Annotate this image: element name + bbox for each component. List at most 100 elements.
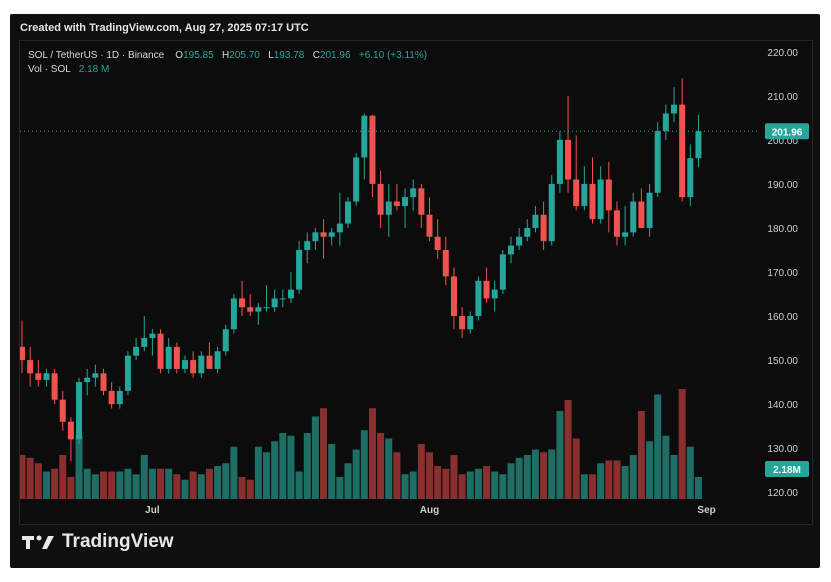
volume-bar xyxy=(597,463,605,499)
volume-bar xyxy=(646,441,654,499)
low-label: L xyxy=(268,50,274,61)
candle-body xyxy=(442,249,449,277)
candle-body xyxy=(450,276,457,317)
volume-bar xyxy=(165,468,173,499)
candle-body xyxy=(222,329,229,352)
volume-bar xyxy=(311,416,319,499)
volume-bar xyxy=(368,408,376,499)
candle-body xyxy=(548,183,555,242)
candle-body xyxy=(508,245,514,255)
candle-body xyxy=(589,183,596,220)
volume-bar xyxy=(116,471,124,499)
candle-body xyxy=(27,360,34,374)
volume-bar xyxy=(124,468,132,499)
volume-bar xyxy=(34,463,42,499)
volume-bar xyxy=(352,449,360,499)
candle-body xyxy=(108,390,115,405)
candle-body xyxy=(20,346,25,361)
volume-bar xyxy=(499,474,507,499)
volume-bar xyxy=(377,433,385,499)
volume-bar xyxy=(589,474,596,499)
volume-bar xyxy=(678,389,686,499)
volume-bar xyxy=(108,471,116,499)
x-tick-label: Aug xyxy=(420,505,439,516)
open-label: O xyxy=(175,50,184,61)
volume-bar xyxy=(409,471,417,499)
volume-label: Vol · SOL xyxy=(28,64,71,75)
candlestick-chart[interactable]: 220.00 210.00 200.00 190.00 180.00 170.00 160.… xyxy=(20,41,812,524)
candle-body xyxy=(328,232,335,237)
volume-badge-label: 2.18M xyxy=(773,465,801,476)
candle-layer xyxy=(20,78,702,462)
candle-body xyxy=(51,373,58,400)
volume-bar xyxy=(189,471,197,499)
tradingview-brand[interactable]: TradingView xyxy=(22,530,174,554)
candle-body xyxy=(35,373,42,380)
candle-body xyxy=(247,307,254,312)
high-value: 205.70 xyxy=(229,50,260,61)
candle-body xyxy=(369,115,376,184)
candle-body xyxy=(271,298,278,308)
candle-body xyxy=(532,214,539,228)
candle-body xyxy=(393,201,400,206)
candle-body xyxy=(565,139,572,180)
candle-body xyxy=(524,227,531,237)
candle-body xyxy=(459,316,466,330)
volume-bar xyxy=(246,479,254,499)
volume-bar xyxy=(51,468,59,499)
volume-bar xyxy=(434,466,442,499)
candle-body xyxy=(638,201,645,228)
volume-bar xyxy=(181,479,189,499)
volume-bar xyxy=(336,477,344,499)
price-axis: 220.00 210.00 200.00 190.00 180.00 170.00 160.… xyxy=(767,48,798,499)
volume-bar xyxy=(197,474,205,499)
candle-body xyxy=(483,280,490,299)
volume-bar xyxy=(360,430,368,499)
candle-body xyxy=(426,214,433,237)
candle-body xyxy=(190,360,197,374)
last-price-badge-label: 201.96 xyxy=(772,127,803,138)
candle-body xyxy=(353,157,360,202)
candle-body xyxy=(198,355,205,374)
created-with-header: Created with TradingView.com, Aug 27, 20… xyxy=(20,22,309,34)
candle-body xyxy=(263,307,270,309)
ohlc-line: SOL / TetherUS · 1D · Binance O195.85 H2… xyxy=(28,49,427,63)
volume-bar xyxy=(263,452,270,499)
close-label: C xyxy=(312,50,320,61)
candle-body xyxy=(491,289,498,299)
volume-bar xyxy=(556,411,564,499)
candle-body xyxy=(43,373,50,380)
high-label: H xyxy=(222,50,230,61)
volume-bar xyxy=(132,474,140,499)
candle-body xyxy=(662,113,669,132)
volume-bar xyxy=(140,455,148,499)
candle-body xyxy=(613,210,620,237)
candle-body xyxy=(345,201,351,224)
candle-body xyxy=(100,373,107,391)
candle-body xyxy=(214,351,221,369)
volume-bar xyxy=(344,463,352,499)
candle-body xyxy=(573,179,580,206)
volume-bar xyxy=(238,477,246,499)
volume-bar xyxy=(458,474,466,499)
candle-body xyxy=(59,399,66,422)
x-tick-label: Jul xyxy=(145,505,160,516)
candle-body xyxy=(173,346,180,369)
candle-body xyxy=(361,115,368,158)
price-badges: 201.96 2.18M xyxy=(765,123,809,477)
candle-body xyxy=(141,338,148,347)
candle-body xyxy=(92,373,99,378)
y-tick-label: 150.00 xyxy=(767,356,798,367)
open-value: 195.85 xyxy=(183,50,214,61)
candle-body xyxy=(540,214,547,242)
candle-body xyxy=(206,355,213,369)
candle-body xyxy=(67,421,74,440)
volume-bar xyxy=(515,457,523,499)
volume-bar xyxy=(254,446,262,499)
volume-bar xyxy=(548,449,556,499)
y-tick-label: 200.00 xyxy=(767,136,798,147)
last-price-badge xyxy=(765,123,809,140)
volume-bar xyxy=(222,463,230,499)
volume-bar xyxy=(205,468,213,499)
chart-panel[interactable]: 220.00 210.00 200.00 190.00 180.00 170.00 160.… xyxy=(19,40,813,525)
